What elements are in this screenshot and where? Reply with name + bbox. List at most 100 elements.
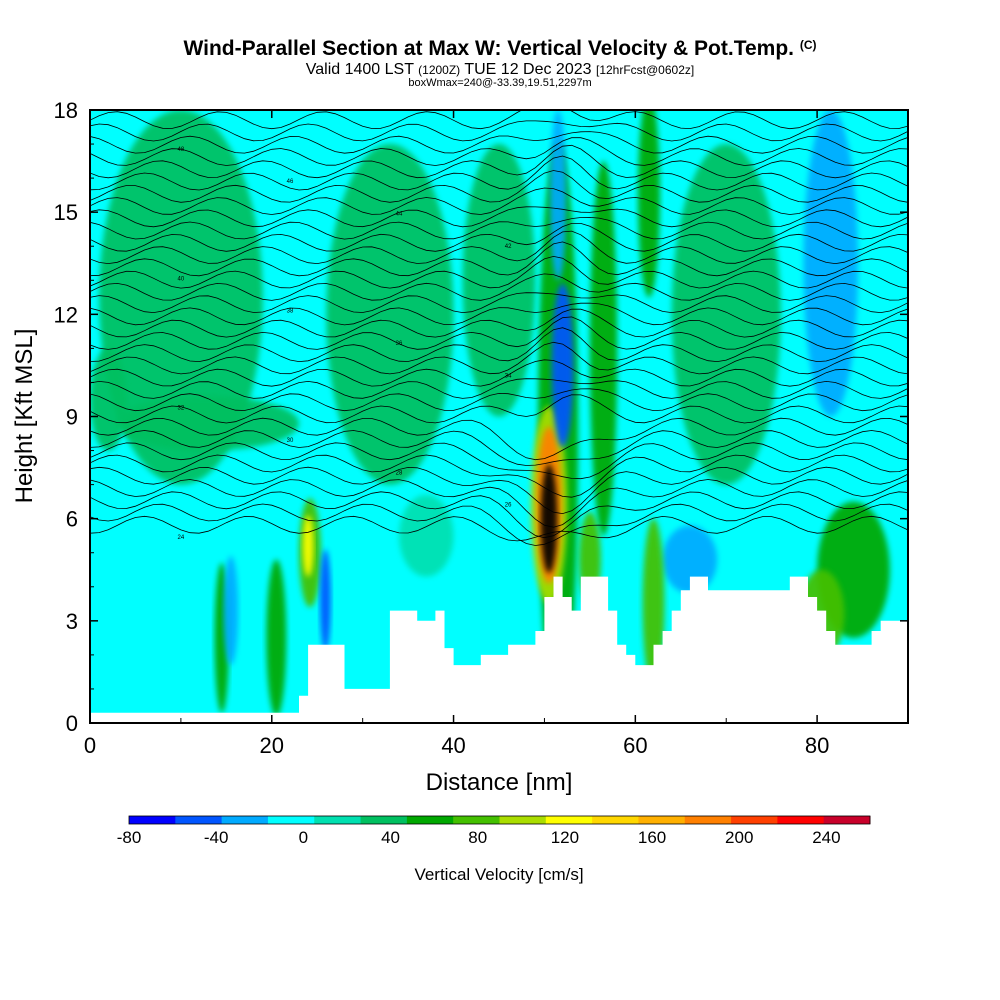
velocity-cell — [551, 283, 574, 448]
colorbar-swatch — [267, 816, 315, 824]
isentrope-line — [90, 394, 908, 424]
valid-utc: (1200Z) — [418, 63, 461, 77]
isentrope-label: 40 — [178, 276, 185, 282]
isentrope-label: 24 — [178, 535, 185, 541]
isentrope-line — [90, 170, 908, 203]
y-tick-label: 15 — [54, 200, 78, 225]
colorbar-tick-label: 240 — [812, 828, 840, 847]
isentropes: 48 46 44 42 40 38 36 34 32 30 28 26 24 — [90, 110, 908, 546]
isentrope-label: 28 — [396, 470, 403, 476]
velocity-cell — [638, 110, 660, 298]
isentrope-line — [90, 341, 908, 375]
terrain — [90, 576, 908, 723]
colorbar-swatch — [731, 816, 778, 824]
isentrope-line — [90, 110, 908, 130]
isentrope-line — [90, 316, 908, 350]
plot-area: 48 46 44 42 40 38 36 34 32 30 28 26 24 — [90, 110, 908, 723]
colorbar-frame — [128, 815, 871, 825]
velocity-cell — [266, 559, 287, 717]
isentrope-line — [90, 230, 908, 265]
copyright-mark: (C) — [799, 38, 817, 52]
y-tick-label: 6 — [66, 507, 78, 532]
colorbar-swatch — [823, 816, 871, 824]
y-tick-label: 12 — [54, 302, 78, 327]
velocity-cell — [671, 144, 781, 485]
isentrope-line — [90, 187, 908, 215]
velocity-cell — [540, 464, 558, 574]
colorbar-tick-label: 40 — [381, 828, 400, 847]
isentrope-line — [90, 241, 908, 277]
isentrope-line — [90, 466, 908, 515]
x-tick-label: 20 — [260, 733, 284, 758]
isentrope-line — [90, 120, 908, 142]
isentrope-label: 48 — [178, 147, 185, 153]
velocity-cell — [662, 525, 718, 594]
isentrope-line — [90, 442, 908, 480]
x-tick-label: 40 — [441, 733, 465, 758]
isentrope-label: 32 — [178, 406, 185, 412]
isentrope-label: 46 — [287, 179, 294, 185]
colorbar-swatch — [314, 816, 362, 824]
velocity-cell — [223, 556, 239, 666]
isentrope-label: 44 — [396, 212, 403, 218]
colorbar-swatch — [499, 816, 547, 824]
y-axis-label: Height [Kft MSL] — [11, 329, 38, 504]
isentrope-line — [90, 255, 908, 289]
valid-time: Valid 1400 LST — [305, 61, 414, 78]
colorbar-swatch — [638, 816, 686, 824]
isentrope-label: 30 — [287, 438, 294, 444]
isentrope-line — [90, 491, 908, 539]
isentrope-line — [90, 454, 908, 498]
isentrope-line — [90, 503, 908, 546]
colorbar-swatch — [221, 816, 269, 824]
isentrope-line — [90, 430, 908, 466]
isentrope-line — [90, 273, 908, 301]
y-tick-label: 0 — [66, 711, 78, 736]
colorbar-swatch — [129, 816, 176, 824]
colorbar: -80 -40 0 40 80 120 160 200 240 — [117, 815, 871, 847]
x-tick-label: 0 — [84, 733, 96, 758]
chart-title-text: Wind-Parallel Section at Max W: Vertical… — [183, 37, 794, 60]
colorbar-tick-label: 200 — [725, 828, 753, 847]
isentrope-label: 36 — [396, 341, 403, 347]
velocity-cell — [319, 549, 331, 652]
y-tick-label: 18 — [54, 98, 78, 123]
isentrope-line — [90, 388, 908, 412]
y-tick-label: 3 — [66, 609, 78, 634]
velocity-cell — [326, 144, 454, 485]
isentrope-line — [90, 479, 908, 528]
isentrope-line — [90, 223, 908, 252]
isentrope-line — [90, 131, 908, 154]
velocity-cell — [90, 348, 127, 451]
y-tick-label: 9 — [66, 405, 78, 430]
velocity-cell — [117, 396, 300, 451]
colorbar-tick-label: 0 — [299, 828, 308, 847]
isentrope-line — [90, 308, 908, 338]
isentrope-line — [90, 206, 908, 228]
colorbar-tick-label: 120 — [551, 828, 579, 847]
isentrope-line — [90, 302, 908, 326]
isentrope-label: 42 — [505, 244, 512, 250]
colorbar-swatch — [453, 816, 500, 824]
x-tick-label: 80 — [805, 733, 829, 758]
forecast-info: [12hrFcst@0602z] — [595, 63, 695, 77]
velocity-cell — [462, 144, 536, 417]
isentrope-line — [90, 292, 908, 314]
colorbar-swatch — [175, 816, 223, 824]
x-tick-label: 60 — [623, 733, 647, 758]
isentrope-label: 38 — [287, 309, 294, 315]
velocity-cell — [549, 110, 567, 281]
valid-date: TUE 12 Dec 2023 — [464, 61, 592, 78]
isentrope-line — [90, 137, 908, 166]
isentrope-line — [90, 359, 908, 387]
colorbar-swatch — [684, 816, 732, 824]
chart-title: Wind-Parallel Section at Max W: Vertical… — [0, 37, 1000, 61]
isentrope-line — [90, 216, 908, 240]
isentrope-line — [90, 417, 908, 461]
isentrope-line — [90, 515, 908, 542]
velocity-field — [90, 110, 890, 723]
isentrope-label: 34 — [505, 373, 512, 379]
x-axis-label: Distance [nm] — [426, 769, 573, 796]
colorbar-tick-label: 160 — [638, 828, 666, 847]
